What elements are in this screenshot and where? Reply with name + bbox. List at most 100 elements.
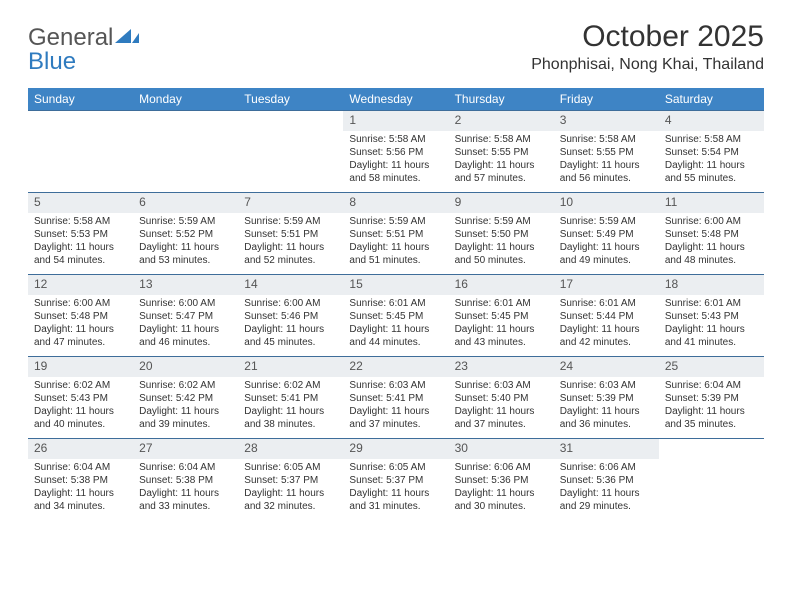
sunset-line: Sunset: 5:39 PM (560, 392, 653, 405)
day-number-cell: 23 (449, 357, 554, 377)
month-title: October 2025 (531, 20, 764, 54)
sunset-line: Sunset: 5:54 PM (665, 146, 758, 159)
sunset-line: Sunset: 5:37 PM (349, 474, 442, 487)
title-block: October 2025 Phonphisai, Nong Khai, Thai… (531, 20, 764, 74)
sunrise-line: Sunrise: 6:02 AM (139, 379, 232, 392)
daylight-line: Daylight: 11 hours and 43 minutes. (455, 323, 548, 349)
sail-icon (115, 29, 141, 45)
day-number-cell: 22 (343, 357, 448, 377)
day-content-cell: Sunrise: 5:58 AMSunset: 5:56 PMDaylight:… (343, 131, 448, 193)
day-number-cell: 1 (343, 111, 448, 131)
sunset-line: Sunset: 5:42 PM (139, 392, 232, 405)
day-number-cell: 4 (659, 111, 764, 131)
day-number-cell: 19 (28, 357, 133, 377)
daylight-line: Daylight: 11 hours and 29 minutes. (560, 487, 653, 513)
sunrise-line: Sunrise: 5:59 AM (349, 215, 442, 228)
day-content-cell: Sunrise: 6:02 AMSunset: 5:42 PMDaylight:… (133, 377, 238, 439)
day-number-cell: 5 (28, 193, 133, 213)
day-content-cell: Sunrise: 6:02 AMSunset: 5:41 PMDaylight:… (238, 377, 343, 439)
sunset-line: Sunset: 5:40 PM (455, 392, 548, 405)
day-number-cell: 10 (554, 193, 659, 213)
daylight-line: Daylight: 11 hours and 36 minutes. (560, 405, 653, 431)
day-number-cell: 29 (343, 439, 448, 459)
sunrise-line: Sunrise: 6:03 AM (455, 379, 548, 392)
day-content-cell: Sunrise: 5:58 AMSunset: 5:53 PMDaylight:… (28, 213, 133, 275)
day-content-cell: Sunrise: 5:59 AMSunset: 5:51 PMDaylight:… (238, 213, 343, 275)
sunrise-line: Sunrise: 6:06 AM (560, 461, 653, 474)
daylight-line: Daylight: 11 hours and 37 minutes. (455, 405, 548, 431)
day-content-cell: Sunrise: 6:01 AMSunset: 5:45 PMDaylight:… (449, 295, 554, 357)
day-content-cell: Sunrise: 5:58 AMSunset: 5:55 PMDaylight:… (554, 131, 659, 193)
sunset-line: Sunset: 5:38 PM (34, 474, 127, 487)
sunrise-line: Sunrise: 5:59 AM (139, 215, 232, 228)
sunrise-line: Sunrise: 6:01 AM (560, 297, 653, 310)
sunrise-line: Sunrise: 6:04 AM (34, 461, 127, 474)
day-content-cell: Sunrise: 6:00 AMSunset: 5:48 PMDaylight:… (659, 213, 764, 275)
calendar-table: SundayMondayTuesdayWednesdayThursdayFrid… (28, 88, 764, 521)
daylight-line: Daylight: 11 hours and 41 minutes. (665, 323, 758, 349)
sunset-line: Sunset: 5:43 PM (34, 392, 127, 405)
daylight-line: Daylight: 11 hours and 47 minutes. (34, 323, 127, 349)
sunrise-line: Sunrise: 5:59 AM (244, 215, 337, 228)
brand-part1: General (28, 24, 113, 51)
daynum-row: 567891011 (28, 193, 764, 213)
daylight-line: Daylight: 11 hours and 45 minutes. (244, 323, 337, 349)
day-number-cell: 17 (554, 275, 659, 295)
sunrise-line: Sunrise: 6:00 AM (139, 297, 232, 310)
sunrise-line: Sunrise: 5:59 AM (560, 215, 653, 228)
day-content-cell: Sunrise: 5:58 AMSunset: 5:55 PMDaylight:… (449, 131, 554, 193)
sunrise-line: Sunrise: 6:01 AM (455, 297, 548, 310)
day-content-cell (659, 459, 764, 521)
sunset-line: Sunset: 5:52 PM (139, 228, 232, 241)
sunset-line: Sunset: 5:45 PM (349, 310, 442, 323)
day-content-cell: Sunrise: 6:03 AMSunset: 5:40 PMDaylight:… (449, 377, 554, 439)
sunrise-line: Sunrise: 6:05 AM (349, 461, 442, 474)
daylight-line: Daylight: 11 hours and 48 minutes. (665, 241, 758, 267)
daynum-row: 262728293031 (28, 439, 764, 459)
content-row: Sunrise: 6:04 AMSunset: 5:38 PMDaylight:… (28, 459, 764, 521)
calendar-body: 1 23 4 Sunrise: 5:58 AMSunset: 5:56 PMDayl… (28, 111, 764, 521)
sunset-line: Sunset: 5:45 PM (455, 310, 548, 323)
weekday-header: Tuesday (238, 88, 343, 111)
day-number-cell: 31 (554, 439, 659, 459)
sunset-line: Sunset: 5:38 PM (139, 474, 232, 487)
sunrise-line: Sunrise: 6:00 AM (665, 215, 758, 228)
location-line: Phonphisai, Nong Khai, Thailand (531, 56, 764, 74)
daylight-line: Daylight: 11 hours and 42 minutes. (560, 323, 653, 349)
sunrise-line: Sunrise: 5:58 AM (455, 133, 548, 146)
page-header: GeneralBlue October 2025 Phonphisai, Non… (28, 20, 764, 74)
daylight-line: Daylight: 11 hours and 40 minutes. (34, 405, 127, 431)
sunrise-line: Sunrise: 6:06 AM (455, 461, 548, 474)
day-number-cell: 15 (343, 275, 448, 295)
day-content-cell: Sunrise: 6:04 AMSunset: 5:38 PMDaylight:… (28, 459, 133, 521)
sunset-line: Sunset: 5:39 PM (665, 392, 758, 405)
sunrise-line: Sunrise: 6:01 AM (349, 297, 442, 310)
brand-part2: Blue (28, 48, 76, 75)
day-content-cell: Sunrise: 5:58 AMSunset: 5:54 PMDaylight:… (659, 131, 764, 193)
sunset-line: Sunset: 5:50 PM (455, 228, 548, 241)
day-content-cell: Sunrise: 6:02 AMSunset: 5:43 PMDaylight:… (28, 377, 133, 439)
content-row: Sunrise: 6:00 AMSunset: 5:48 PMDaylight:… (28, 295, 764, 357)
sunrise-line: Sunrise: 6:04 AM (139, 461, 232, 474)
daynum-row: 12131415161718 (28, 275, 764, 295)
daynum-row: 19202122232425 (28, 357, 764, 377)
sunset-line: Sunset: 5:47 PM (139, 310, 232, 323)
day-number-cell: 11 (659, 193, 764, 213)
daylight-line: Daylight: 11 hours and 51 minutes. (349, 241, 442, 267)
daylight-line: Daylight: 11 hours and 44 minutes. (349, 323, 442, 349)
day-number-cell: 9 (449, 193, 554, 213)
daylight-line: Daylight: 11 hours and 52 minutes. (244, 241, 337, 267)
day-number-cell: 6 (133, 193, 238, 213)
sunrise-line: Sunrise: 6:01 AM (665, 297, 758, 310)
day-content-cell: Sunrise: 6:01 AMSunset: 5:44 PMDaylight:… (554, 295, 659, 357)
day-content-cell: Sunrise: 6:05 AMSunset: 5:37 PMDaylight:… (343, 459, 448, 521)
day-number-cell: 25 (659, 357, 764, 377)
brand-logo: GeneralBlue (28, 20, 141, 74)
day-number-cell: 12 (28, 275, 133, 295)
weekday-header: Monday (133, 88, 238, 111)
day-content-cell: Sunrise: 6:06 AMSunset: 5:36 PMDaylight:… (449, 459, 554, 521)
sunset-line: Sunset: 5:41 PM (349, 392, 442, 405)
day-content-cell: Sunrise: 6:06 AMSunset: 5:36 PMDaylight:… (554, 459, 659, 521)
day-number-cell (238, 111, 343, 131)
sunset-line: Sunset: 5:55 PM (455, 146, 548, 159)
